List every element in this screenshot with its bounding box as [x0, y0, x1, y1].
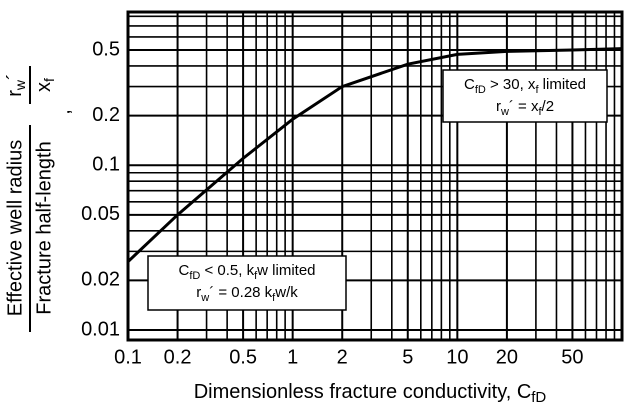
- subscript: fD: [531, 389, 546, 406]
- x-tick-label: 1: [287, 346, 298, 368]
- subscript: w: [12, 79, 28, 91]
- subscript: w: [200, 292, 209, 304]
- y-tick-label: 0.02: [81, 269, 120, 291]
- subscript: f: [535, 84, 539, 96]
- y-label-symbol-numerator: rw´: [4, 73, 27, 96]
- text-segment: r: [4, 90, 26, 97]
- x-tick-label: 0.1: [114, 346, 142, 368]
- text-segment: w/k: [274, 284, 298, 301]
- text-segment: x: [33, 82, 55, 92]
- x-tick-label: 50: [561, 346, 583, 368]
- text-segment: limited: [539, 76, 587, 93]
- text-segment: /2: [542, 98, 555, 115]
- x-tick-label: 2: [337, 346, 348, 368]
- text-segment: r: [496, 98, 501, 115]
- x-axis-label: Dimensionless fracture conductivity, CfD: [194, 381, 547, 406]
- x-tick-label: 0.5: [229, 346, 257, 368]
- text-segment: ´ = 0.28 k: [209, 284, 272, 301]
- y-tick-label: 0.5: [92, 38, 120, 60]
- text-segment: ´: [4, 73, 26, 80]
- annotation-box: [147, 255, 347, 311]
- text-segment: C: [178, 262, 189, 279]
- x-tick-label: 0.2: [164, 346, 192, 368]
- text-segment: C: [464, 76, 475, 93]
- text-segment: Dimensionless fracture conductivity, C: [194, 381, 532, 403]
- annotation-line: rw´ = 0.28 kfw/k: [196, 284, 298, 304]
- y-label-numerator: Effective well radius: [4, 140, 26, 316]
- x-tick-label: 20: [496, 346, 518, 368]
- annotation-line: rw´ = xf/2: [496, 98, 554, 118]
- y-tick-label: 0.1: [92, 153, 120, 175]
- text-segment: w limited: [256, 262, 315, 279]
- y-label-denominator: Fracture half-length: [33, 141, 55, 314]
- y-tick-label: 0.05: [81, 203, 120, 225]
- text-segment: ´ = x: [509, 98, 539, 115]
- y-axis-label: Effective well radius Fracture half-lengt…: [4, 66, 74, 332]
- annotation-line: CfD < 0.5, kfw limited: [178, 262, 315, 282]
- text-segment: r: [196, 284, 201, 301]
- subscript: f: [538, 106, 542, 118]
- y-label-symbol-denominator: xf: [33, 78, 56, 92]
- subscript: f: [41, 78, 57, 82]
- subscript: f: [254, 270, 258, 282]
- data-line: [128, 47, 622, 263]
- annotation-box: [442, 69, 608, 123]
- subscript: fD: [475, 84, 486, 96]
- plot-frame: [126, 10, 624, 342]
- y-tick-label: 0.2: [92, 104, 120, 126]
- y-tick-label: 0.01: [81, 318, 120, 340]
- subscript: w: [500, 106, 509, 118]
- text-segment: < 0.5, k: [200, 262, 254, 279]
- x-tick-label: 10: [446, 346, 468, 368]
- subscript: f: [272, 292, 276, 304]
- text-segment: > 30, x: [486, 76, 536, 93]
- x-tick-label: 5: [402, 346, 413, 368]
- y-label-separator: ,: [52, 109, 74, 115]
- annotation-line: CfD > 30, xf limited: [464, 76, 586, 96]
- subscript: fD: [189, 270, 200, 282]
